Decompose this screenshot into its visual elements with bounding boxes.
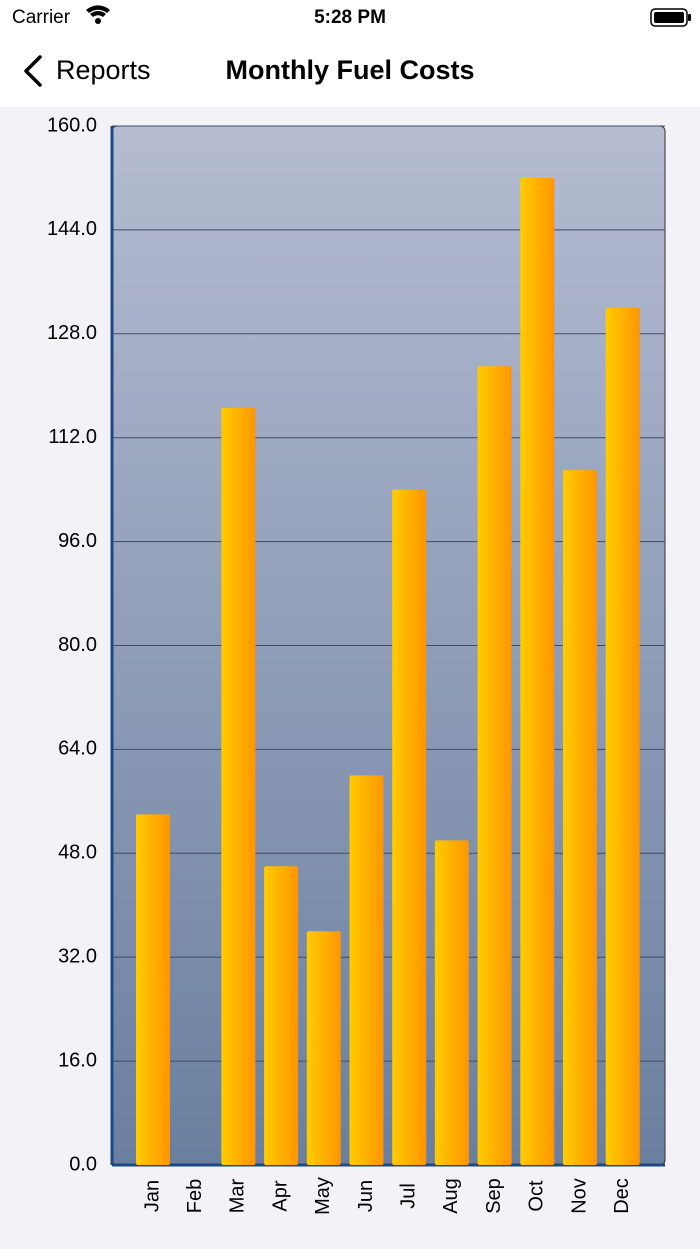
x-tick-label: Sep	[483, 1178, 505, 1214]
x-tick-label: Mar	[227, 1178, 249, 1213]
x-tick-label: Oct	[526, 1180, 548, 1212]
x-tick-label: Jun	[355, 1180, 377, 1212]
x-tick-label: Apr	[269, 1180, 291, 1211]
wifi-icon	[86, 5, 110, 24]
back-button[interactable]: Reports	[24, 55, 151, 87]
y-tick-label: 160.0	[47, 114, 97, 136]
bar	[392, 489, 427, 1165]
nav-background	[0, 0, 700, 107]
y-tick-label: 144.0	[47, 218, 97, 240]
y-tick-label: 96.0	[58, 530, 97, 552]
bar	[563, 470, 597, 1165]
bar	[221, 407, 256, 1165]
clock: 5:28 PM	[314, 7, 386, 28]
x-tick-label: Jul	[397, 1183, 419, 1209]
bar	[349, 775, 384, 1165]
x-tick-label: Jan	[141, 1180, 163, 1212]
y-tick-label: 48.0	[58, 842, 97, 864]
y-tick-label: 16.0	[58, 1049, 97, 1071]
carrier: Carrier	[12, 7, 71, 28]
battery-icon	[650, 8, 691, 27]
bar	[605, 307, 640, 1165]
back-label[interactable]: Reports	[56, 55, 151, 85]
y-tick-label: 112.0	[48, 426, 97, 448]
nav-title: Monthly Fuel Costs	[226, 55, 475, 85]
bar	[434, 840, 469, 1165]
y-tick-label: 80.0	[58, 634, 97, 656]
x-tick-label: Nov	[568, 1178, 590, 1214]
x-tick-label: Aug	[440, 1178, 462, 1214]
bar	[477, 366, 512, 1165]
y-tick-label: 128.0	[47, 322, 97, 344]
bar	[264, 866, 299, 1165]
chart: 0.0 16.0 32.0 48.0 64.0 80.0 96.0 112.0 128.0 144…	[47, 114, 665, 1215]
bar	[520, 177, 555, 1165]
bar	[306, 931, 341, 1165]
y-tick-label: 64.0	[58, 738, 97, 760]
y-tick-label: 32.0	[58, 945, 97, 967]
y-tick-label: 0.0	[69, 1153, 97, 1175]
bar	[136, 814, 170, 1165]
x-tick-label: May	[312, 1177, 334, 1215]
x-tick-label: Feb	[184, 1179, 206, 1213]
x-tick-label: Dec	[611, 1178, 633, 1214]
